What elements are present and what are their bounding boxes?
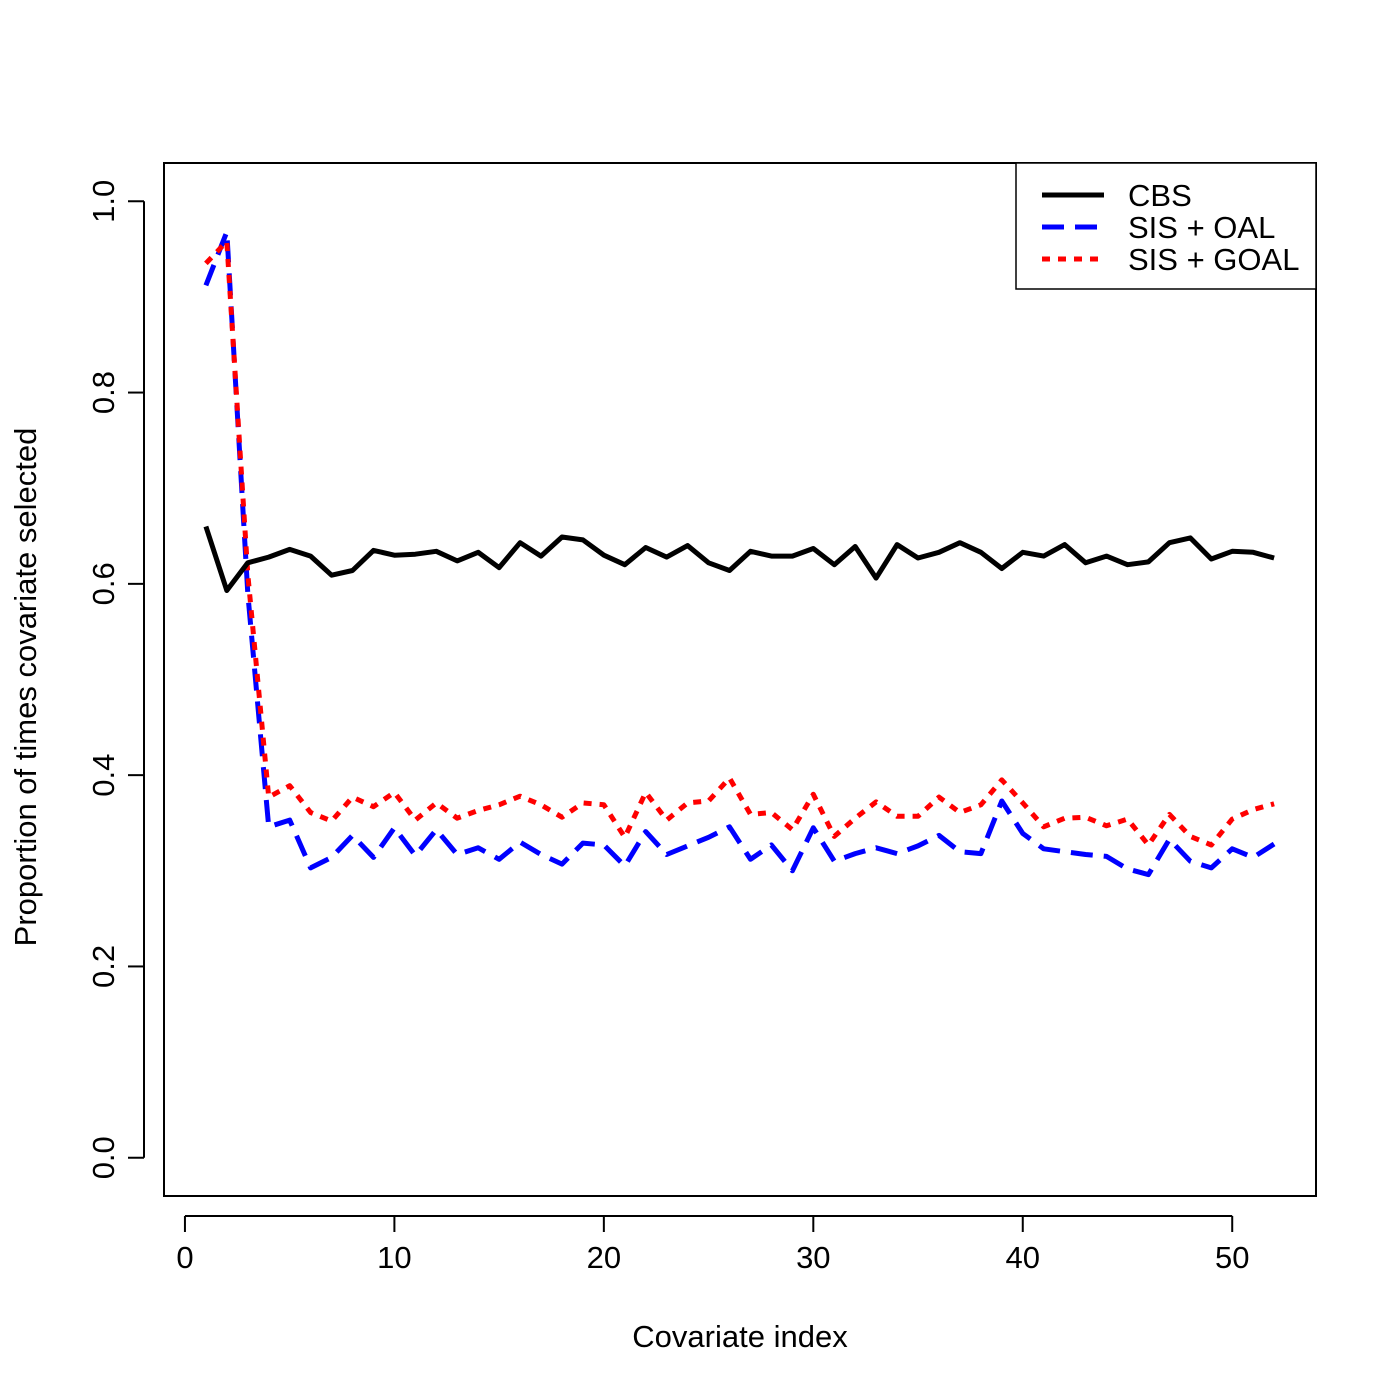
series-line-sis-goal (204, 238, 1275, 848)
x-tick-label: 30 (796, 1240, 830, 1275)
y-tick-label: 0.4 (86, 754, 121, 797)
x-axis-title: Covariate index (632, 1319, 848, 1354)
series-line-cbs (203, 525, 1275, 593)
y-tick-label: 1.0 (86, 180, 121, 223)
x-tick-label: 10 (377, 1240, 411, 1275)
y-tick-label: 0.8 (86, 371, 121, 414)
y-axis-title: Proportion of times covariate selected (8, 428, 43, 947)
y-tick-label: 0.6 (86, 562, 121, 605)
y-tick-label: 0.2 (86, 945, 121, 988)
x-axis: 0 10 20 30 40 50 (176, 1215, 1249, 1275)
series-group (203, 229, 1276, 878)
series-line-sis-oal (203, 229, 1276, 878)
x-tick-label: 0 (176, 1240, 193, 1275)
x-tick-label: 20 (587, 1240, 621, 1275)
legend-label: SIS + OAL (1128, 210, 1275, 245)
y-tick-label: 0.0 (86, 1136, 121, 1179)
plot-frame (163, 162, 1317, 1197)
legend-box (1015, 162, 1317, 290)
y-axis: 0.0 0.2 0.4 0.6 0.8 1.0 (86, 180, 145, 1179)
x-tick-label: 50 (1215, 1240, 1249, 1275)
legend-label: CBS (1128, 178, 1192, 213)
x-tick-label: 40 (1006, 1240, 1040, 1275)
legend-label: SIS + GOAL (1128, 242, 1299, 277)
